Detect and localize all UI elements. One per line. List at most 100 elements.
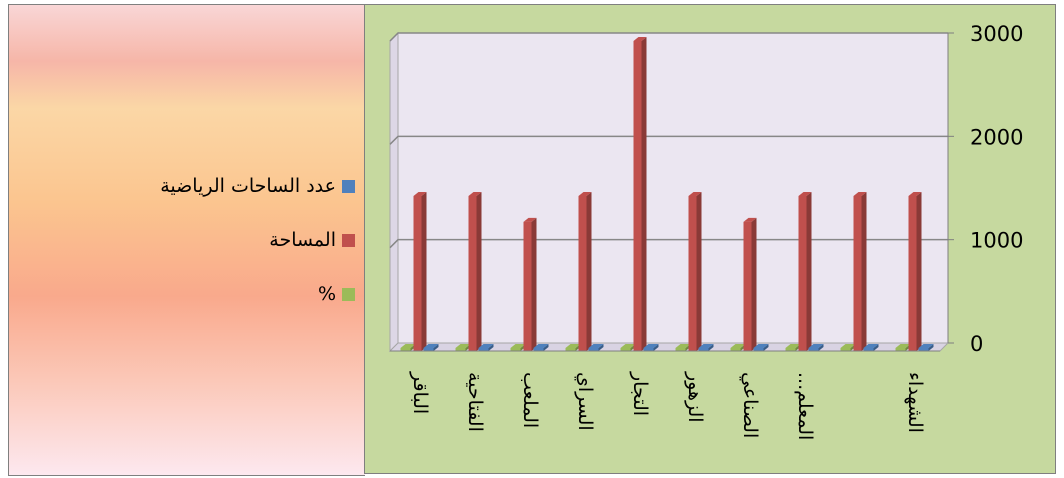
y-tick-label: 2000 <box>970 125 1023 149</box>
bar-side <box>421 192 427 351</box>
bar-side <box>543 344 549 351</box>
bar-top <box>400 344 416 348</box>
gridline <box>389 238 948 249</box>
bar-top <box>743 217 757 222</box>
bar-area <box>633 41 642 351</box>
legend-label-percent: % <box>317 283 336 305</box>
bar-count <box>863 348 874 351</box>
bar-area <box>468 196 477 351</box>
bar-side <box>708 344 714 351</box>
bar-side <box>476 192 482 351</box>
x-tick-label: المعلم... <box>794 372 816 440</box>
bar-top <box>785 344 801 348</box>
gridline <box>389 135 948 145</box>
x-tick-label: الصناعي <box>739 372 761 438</box>
plot-side-wall <box>389 31 399 353</box>
bar-top <box>578 192 592 196</box>
bar-percent <box>565 348 576 351</box>
x-tick-label: الزهور <box>684 371 706 423</box>
bar-top <box>423 344 439 348</box>
bar-percent <box>785 348 796 351</box>
bar-count <box>918 348 929 351</box>
legend-panel: عدد الساحات الرياضية المساحة % <box>8 4 365 476</box>
y-tick-label: 1000 <box>970 229 1023 253</box>
bar-top <box>863 344 879 348</box>
bar-top <box>533 344 549 348</box>
bar-area <box>523 221 532 351</box>
legend-item-area: المساحة <box>269 229 355 251</box>
bar-count <box>533 348 544 351</box>
x-tick-label: الملعب <box>519 372 541 428</box>
bar-count <box>478 348 489 351</box>
bar-percent <box>510 348 521 351</box>
bar-top <box>413 192 427 196</box>
legend-swatch-count <box>342 179 355 193</box>
bar-side <box>763 344 769 351</box>
bar-top <box>753 344 769 348</box>
bar-side <box>653 344 659 351</box>
gridline <box>389 32 948 42</box>
legend-label-count: عدد الساحات الرياضية <box>160 175 336 197</box>
bar-top <box>620 344 636 348</box>
bar-count <box>588 348 599 351</box>
bar-top <box>840 344 856 348</box>
bar-top <box>675 344 691 348</box>
bar-side <box>433 344 439 351</box>
x-tick-label: الشهداء <box>904 372 926 433</box>
x-tick-label: الفتاحية <box>464 372 486 432</box>
bar-top <box>918 344 934 348</box>
y-tick-label: 3000 <box>970 22 1023 46</box>
bar-top <box>588 344 604 348</box>
bar-top <box>523 217 537 222</box>
x-tick-label: التجار <box>629 371 651 416</box>
bar-side <box>916 192 922 351</box>
bar-side <box>598 344 604 351</box>
y-tick-label: 0 <box>970 332 983 356</box>
bar-top <box>688 192 702 196</box>
bar-side <box>751 217 757 351</box>
bar-side <box>818 344 824 351</box>
bar-percent <box>730 348 741 351</box>
bar-area <box>413 196 422 351</box>
legend-swatch-area <box>342 233 355 247</box>
bar-area <box>853 196 862 351</box>
bar-top <box>698 344 714 348</box>
bar-top <box>895 344 911 348</box>
bar-side <box>806 192 812 351</box>
bar-top <box>455 344 471 348</box>
bar-percent <box>400 348 411 351</box>
bar-area <box>743 221 752 351</box>
bar-count <box>698 348 709 351</box>
bar-side <box>861 192 867 351</box>
bar-side <box>873 344 879 351</box>
bar-top <box>468 192 482 196</box>
bar-top <box>853 192 867 196</box>
bar-top <box>730 344 746 348</box>
bar-top <box>565 344 581 348</box>
bar-top <box>510 344 526 348</box>
legend-swatch-percent <box>342 287 355 301</box>
bar-count <box>753 348 764 351</box>
bar-percent <box>620 348 631 351</box>
bar-top <box>633 37 647 41</box>
bar-side <box>488 344 494 351</box>
bar-area <box>688 196 697 351</box>
bar-percent <box>455 348 466 351</box>
bar-percent <box>675 348 686 351</box>
bar-side <box>928 344 934 351</box>
legend-item-count: عدد الساحات الرياضية <box>160 175 355 197</box>
bar-count <box>423 348 434 351</box>
chart-area: 0 1000 2000 3000 الباقر الفتاحية الملعب السراي ا… <box>364 4 1056 474</box>
bar-percent <box>840 348 851 351</box>
x-tick-label: الباقر <box>409 371 431 414</box>
bar-top <box>798 192 812 196</box>
bar-area <box>798 196 807 351</box>
bar-area <box>578 196 587 351</box>
bar-count <box>643 348 654 351</box>
legend-label-area: المساحة <box>269 229 336 251</box>
bar-side <box>586 192 592 351</box>
bar-top <box>643 344 659 348</box>
bar-side <box>531 217 537 351</box>
bar-side <box>696 192 702 351</box>
